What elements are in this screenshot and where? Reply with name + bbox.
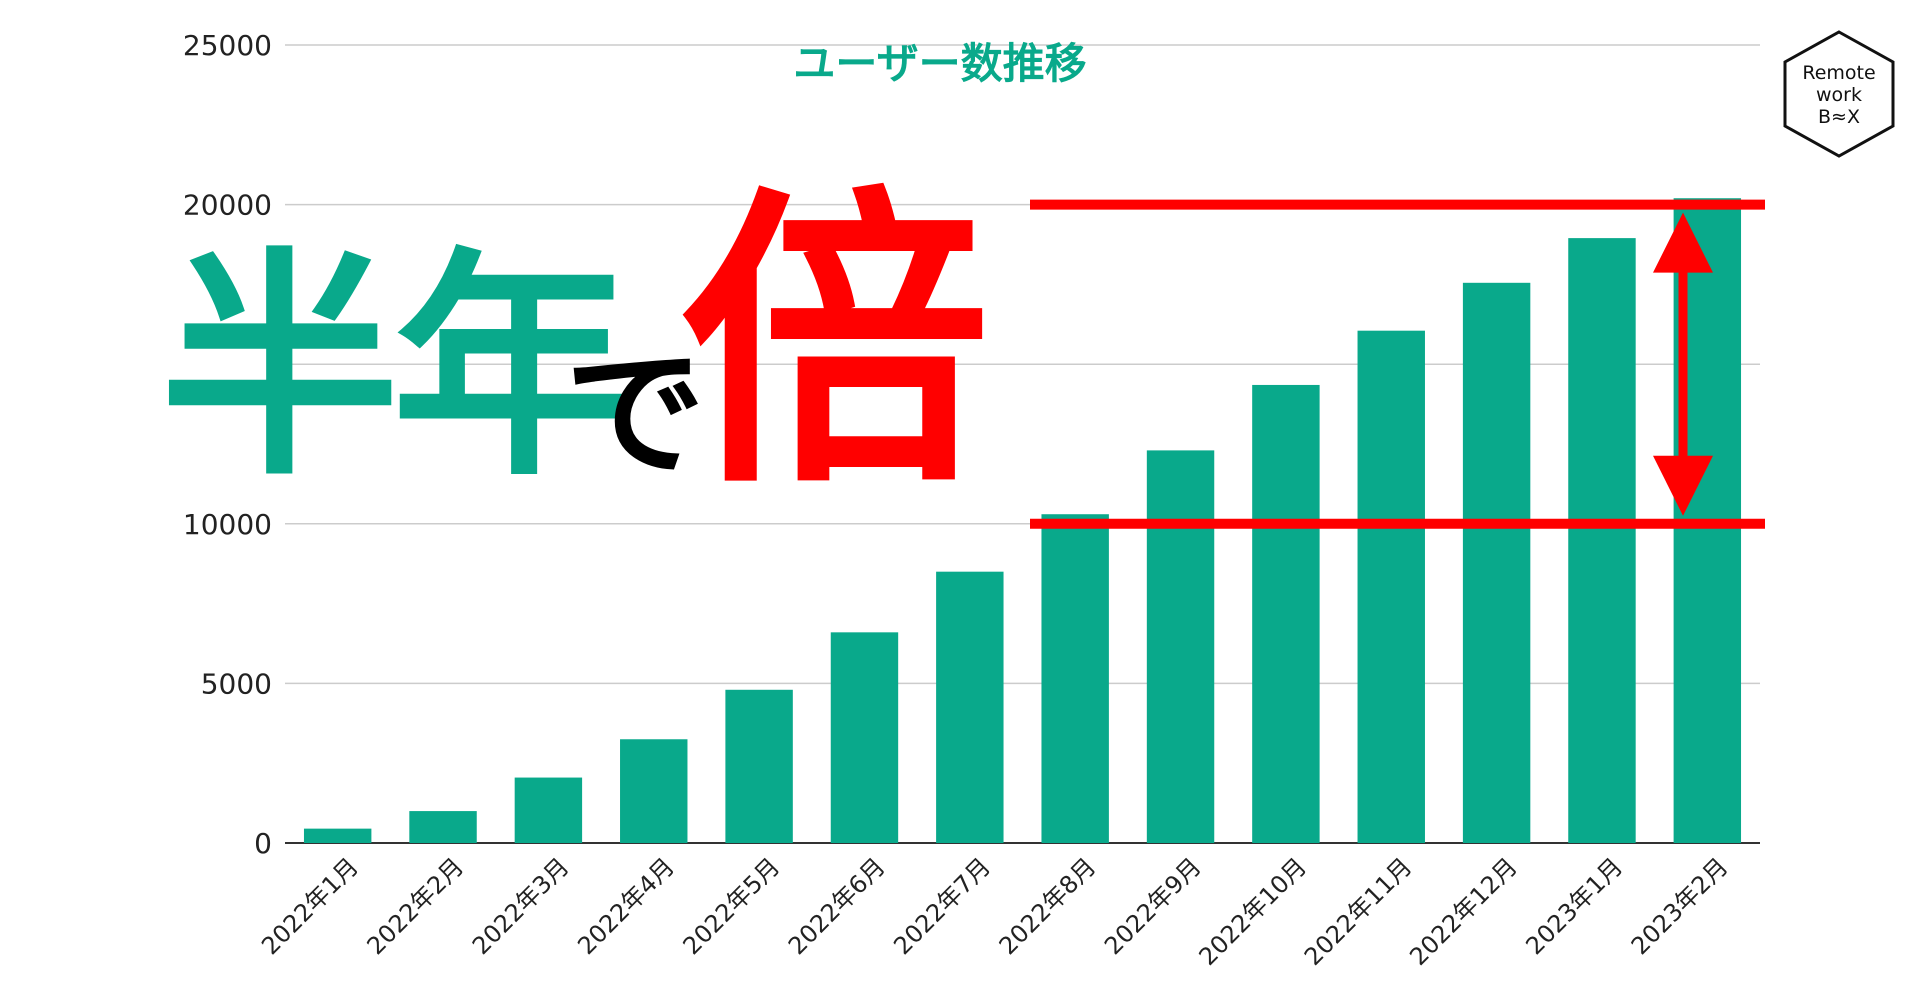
x-tick-label: 2022年3月 [467,852,575,960]
hexagon-house-logo-icon [1783,30,1895,158]
ticks-layer: 0 5000 10000 20000 25000 [183,29,272,860]
x-tick-label: 2022年1月 [256,852,364,960]
bar [1568,238,1636,844]
remote-work-box-logo: Remote work B≈X [1780,28,1898,160]
x-tick-label: 2022年12月 [1404,852,1523,971]
bar [514,777,583,843]
bar [620,739,688,843]
annotation-layer [1030,199,1765,529]
headline-bai: 倍 [680,164,990,525]
x-tick-label: 2022年8月 [994,852,1102,960]
x-tick-label: 2022年7月 [888,852,996,960]
x-tick-label: 2022年5月 [678,852,786,960]
bar [303,828,372,843]
x-tick-label: 2022年9月 [1099,852,1207,960]
bar [725,689,793,843]
y-tick-label: 20000 [183,189,272,222]
logo-line3: B≈X [1818,106,1860,128]
bar [936,571,1004,843]
xlabels-layer: 2022年1月2022年2月2022年3月2022年4月2022年5月2022年… [256,852,1733,971]
headline-de: で [565,333,706,496]
x-tick-label: 2022年11月 [1299,852,1418,971]
y-tick-label: 0 [254,827,272,860]
x-tick-label: 2022年10月 [1194,852,1313,971]
bars-layer [303,198,1742,844]
y-tick-label: 5000 [201,667,272,700]
bar [1146,450,1215,843]
headline-half-year: 半年 [160,228,632,508]
bar [1462,282,1531,844]
bar [1357,330,1425,844]
bar [830,632,899,843]
x-tick-label: 2022年6月 [783,852,891,960]
y-tick-label: 25000 [183,29,272,62]
logo-line2: work [1816,84,1862,106]
bar [1252,384,1320,843]
arrow-down-head [1653,455,1713,516]
logo-line1: Remote [1802,62,1876,84]
chart-title: ユーザー数推移 [793,39,1086,88]
y-tick-label: 10000 [183,508,272,541]
arrow-up-head [1653,212,1713,273]
bar [1041,514,1109,843]
x-tick-label: 2023年2月 [1626,852,1734,960]
bar [409,811,477,843]
x-tick-label: 2022年2月 [362,852,470,960]
x-tick-label: 2023年1月 [1520,852,1628,960]
x-tick-label: 2022年4月 [572,852,680,960]
